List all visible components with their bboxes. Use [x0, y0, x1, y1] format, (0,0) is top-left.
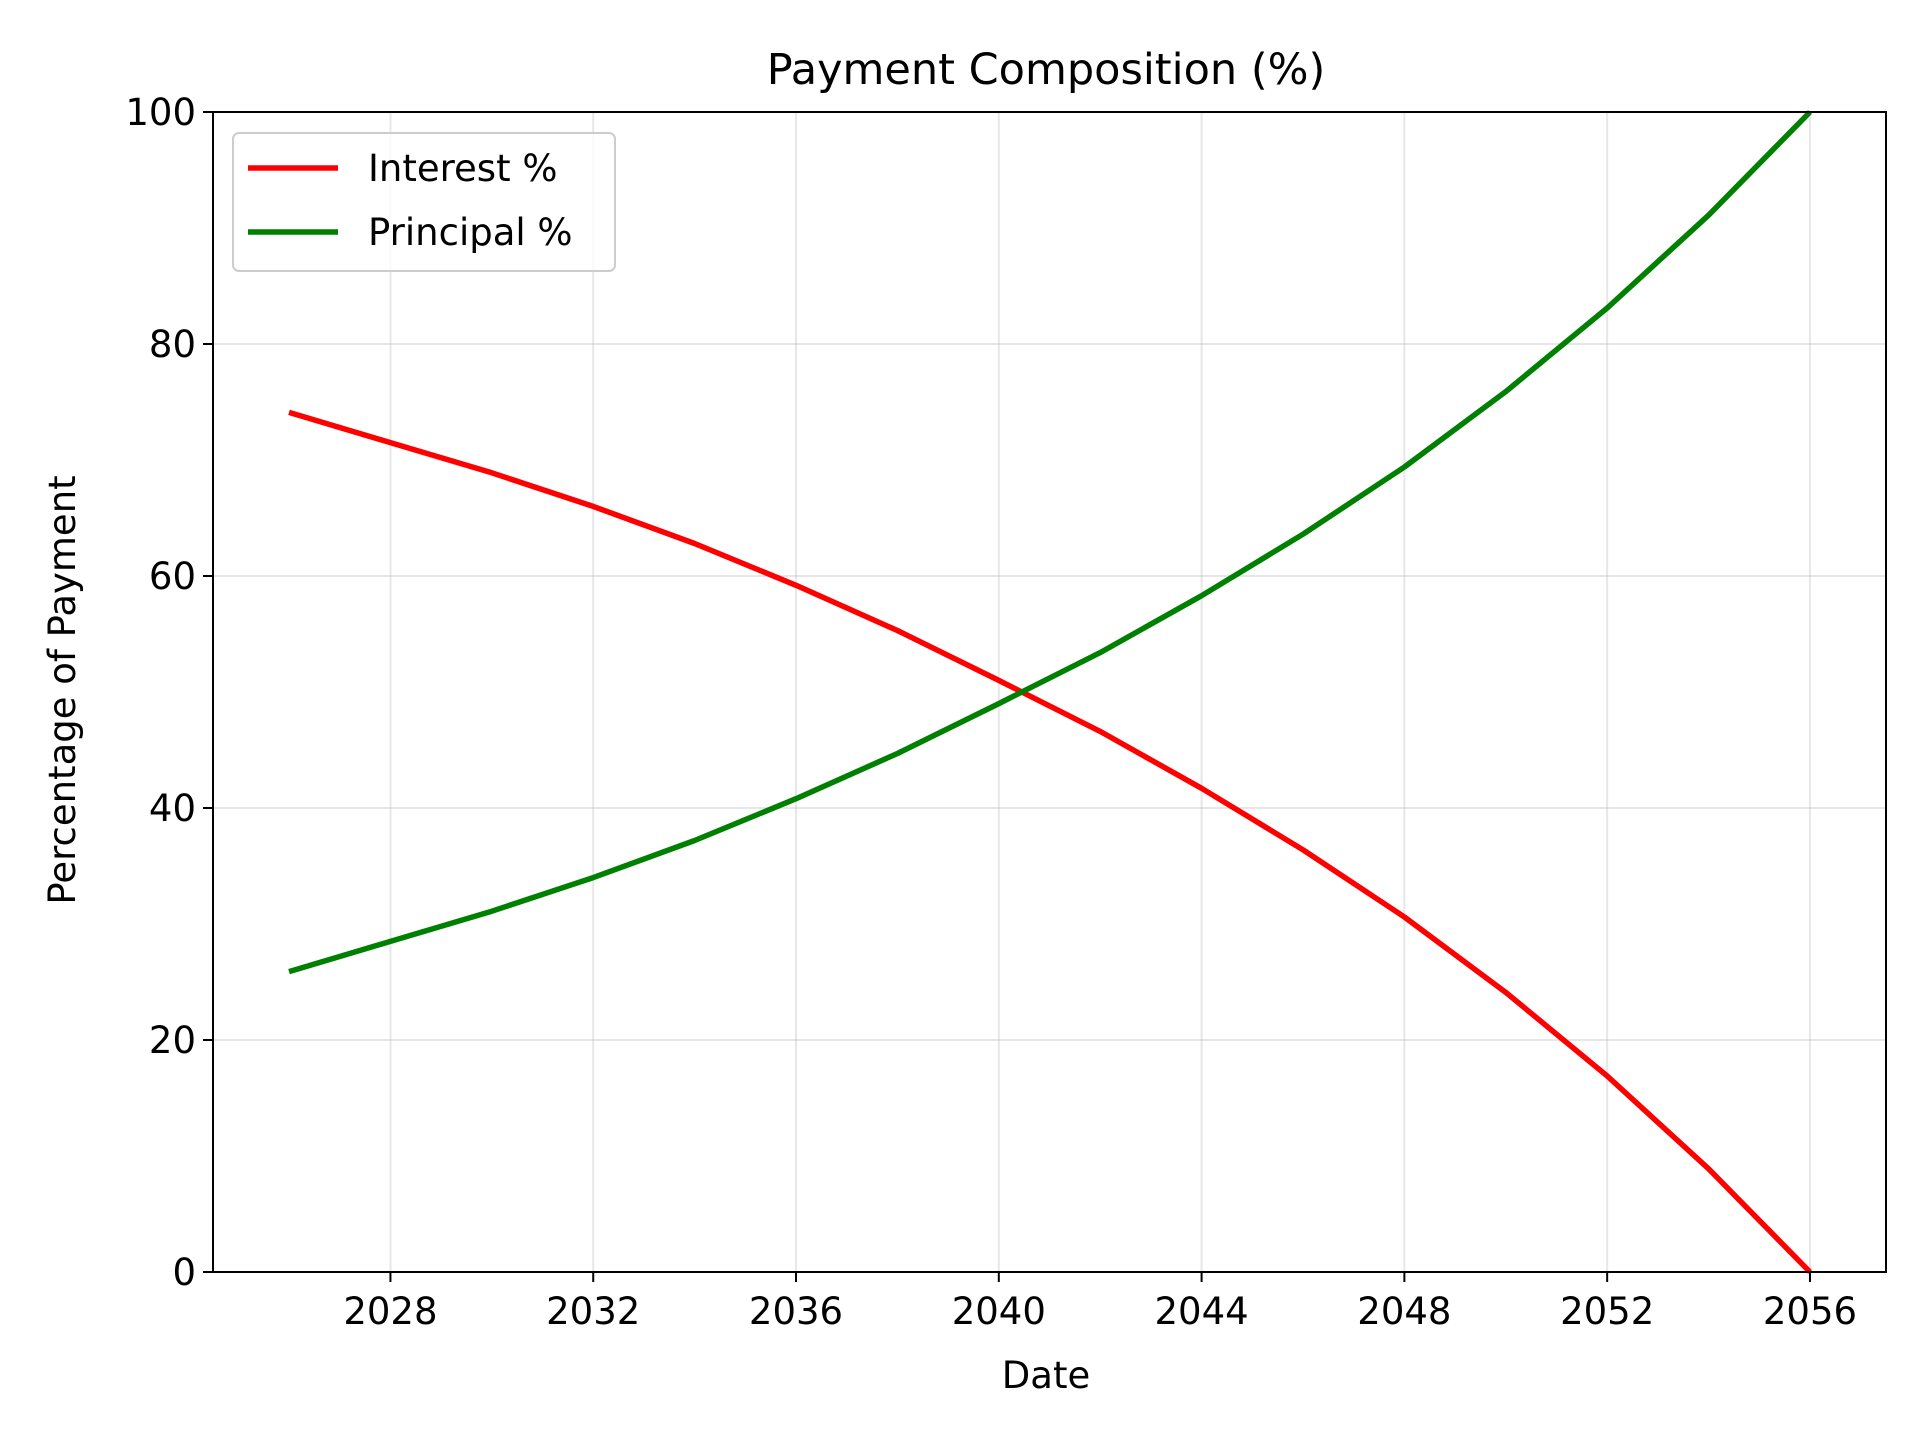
legend-label-principal: Principal % [368, 211, 573, 254]
y-axis-label: Percentage of Payment [41, 475, 84, 904]
chart-title: Payment Composition (%) [767, 45, 1326, 95]
x-tick-label: 2056 [1763, 1290, 1857, 1333]
x-tick-label: 2048 [1357, 1290, 1451, 1333]
grid-lines [213, 112, 1886, 1272]
y-axis-ticks: 0 20 40 60 80 100 [125, 91, 213, 1294]
plot-area-frame [212, 111, 1887, 1273]
x-tick-label: 2044 [1155, 1290, 1249, 1333]
x-tick-label: 2040 [952, 1290, 1046, 1333]
x-tick-label: 2028 [343, 1290, 437, 1333]
x-tick-label: 2032 [546, 1290, 640, 1333]
x-axis-ticks: 2028 2032 2036 2040 2044 2048 2052 2056 [343, 1272, 1857, 1333]
y-tick-label: 40 [149, 787, 196, 830]
y-tick-label: 20 [149, 1019, 196, 1062]
x-axis-label: Date [1002, 1354, 1090, 1397]
y-tick-label: 60 [149, 555, 196, 598]
y-tick-label: 80 [149, 323, 196, 366]
series-line-interest [288, 409, 1812, 1274]
series-lines [288, 110, 1812, 1274]
legend-label-interest: Interest % [368, 147, 558, 190]
legend: Interest % Principal % [232, 132, 616, 272]
y-tick-label: 0 [172, 1251, 196, 1294]
x-tick-label: 2052 [1560, 1290, 1654, 1333]
x-tick-label: 2036 [749, 1290, 843, 1333]
series-line-principal [288, 110, 1812, 975]
y-tick-label: 100 [125, 91, 196, 134]
